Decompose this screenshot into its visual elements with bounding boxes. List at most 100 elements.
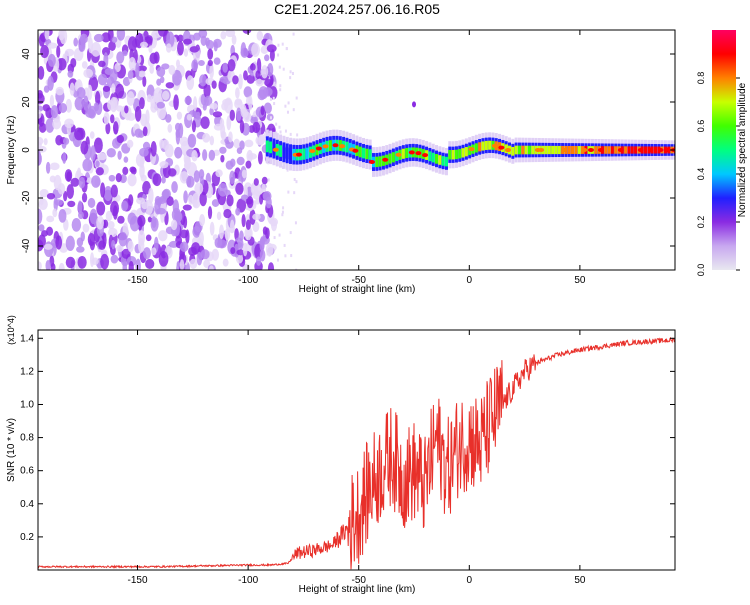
heatmap-cell bbox=[577, 146, 581, 154]
heatmap-cell bbox=[112, 121, 119, 135]
heatmap-cell bbox=[245, 96, 252, 105]
heatmap-cell bbox=[378, 156, 382, 167]
heatmap-cell bbox=[279, 145, 283, 157]
heatmap-cell bbox=[265, 140, 269, 153]
heatmap-cell bbox=[664, 148, 671, 152]
heatmap-cell bbox=[43, 138, 48, 146]
heatmap-cell bbox=[521, 145, 525, 155]
heatmap-cell bbox=[213, 57, 221, 65]
heatmap-cell bbox=[305, 147, 309, 159]
heatmap-cell bbox=[153, 87, 163, 103]
heatmap-cell bbox=[174, 146, 183, 159]
heatmap-cell bbox=[219, 224, 225, 240]
heatmap-cell bbox=[267, 63, 274, 77]
heatmap-cell bbox=[228, 131, 233, 143]
heatmap-cell bbox=[186, 175, 195, 188]
heatmap-cell bbox=[209, 265, 214, 270]
heatmap-cell bbox=[74, 96, 84, 111]
heatmap-cell bbox=[252, 121, 261, 134]
heatmap-cell bbox=[122, 260, 128, 270]
heatmap-cell bbox=[122, 166, 129, 176]
heatmap-cell bbox=[167, 123, 173, 133]
heatmap-cell bbox=[484, 140, 488, 150]
heatmap-cell bbox=[67, 70, 73, 78]
chart-title: C2E1.2024.257.06.16.R05 bbox=[274, 1, 440, 17]
heatmap-cell bbox=[145, 258, 155, 269]
heatmap-cell bbox=[151, 247, 157, 256]
heatmap-cell bbox=[52, 208, 58, 218]
heatmap-cell bbox=[193, 32, 201, 41]
heatmap-cell bbox=[126, 139, 134, 148]
heatmap-cell bbox=[284, 254, 287, 258]
heatmap-cell bbox=[258, 134, 266, 145]
heatmap-cell bbox=[222, 98, 232, 106]
heatmap-cell bbox=[431, 152, 435, 163]
heatmap-cell bbox=[230, 247, 236, 254]
heatmap-cell bbox=[114, 62, 121, 73]
heatmap-cell bbox=[165, 43, 172, 53]
heatmap-y-tick-label: 20 bbox=[21, 96, 32, 108]
heatmap-cell bbox=[87, 84, 93, 101]
heatmap-cell bbox=[183, 190, 188, 204]
heatmap-cell bbox=[236, 249, 245, 256]
heatmap-cell bbox=[108, 227, 118, 238]
heatmap-cell bbox=[444, 156, 448, 167]
heatmap-cell bbox=[604, 146, 608, 154]
heatmap-cell bbox=[544, 145, 548, 155]
heatmap-cell bbox=[173, 94, 179, 111]
heatmap-cell bbox=[80, 231, 85, 242]
heatmap-cell bbox=[624, 146, 628, 154]
heatmap-cell bbox=[106, 147, 116, 158]
heatmap-cell bbox=[167, 168, 177, 177]
heatmap-cell bbox=[83, 95, 89, 111]
heatmap-cell bbox=[574, 146, 578, 154]
heatmap-cell bbox=[47, 42, 58, 49]
heatmap-cell bbox=[653, 146, 657, 154]
heatmap-cell bbox=[551, 145, 555, 155]
heatmap-cell bbox=[481, 141, 485, 151]
heatmap-y-tick-label: 40 bbox=[21, 48, 32, 60]
heatmap-cell bbox=[116, 244, 124, 253]
heatmap-cell bbox=[207, 206, 213, 220]
heatmap-cell bbox=[229, 109, 236, 121]
heatmap-cell bbox=[38, 224, 45, 232]
heatmap-cell bbox=[235, 182, 244, 195]
heatmap-cell bbox=[283, 243, 286, 247]
heatmap-cell bbox=[441, 156, 445, 166]
heatmap-cell bbox=[255, 198, 261, 205]
heatmap-cell bbox=[149, 52, 158, 64]
snr-y-tick-label: 0.6 bbox=[20, 466, 34, 477]
heatmap-cell bbox=[139, 147, 149, 157]
heatmap-cell bbox=[191, 242, 201, 255]
heatmap-cell bbox=[203, 259, 211, 269]
heatmap-cell bbox=[211, 248, 220, 261]
heatmap-cell bbox=[45, 161, 51, 174]
heatmap-cell bbox=[145, 234, 152, 242]
heatmap-cell bbox=[282, 146, 286, 159]
heatmap-cell bbox=[137, 65, 147, 72]
heatmap-cell bbox=[289, 70, 292, 74]
heatmap-cell bbox=[121, 200, 129, 212]
heatmap-cell bbox=[105, 210, 113, 222]
heatmap-cell bbox=[278, 233, 281, 237]
heatmap-cell bbox=[281, 42, 284, 46]
heatmap-cell bbox=[134, 128, 143, 138]
heatmap-cell bbox=[264, 79, 274, 87]
heatmap-cell bbox=[102, 85, 111, 92]
heatmap-cell bbox=[243, 86, 253, 98]
heatmap-cell bbox=[191, 59, 199, 72]
heatmap-cell bbox=[388, 153, 392, 164]
heatmap-cell bbox=[50, 263, 56, 270]
heatmap-cell bbox=[261, 65, 269, 79]
heatmap-cell bbox=[634, 146, 638, 154]
heatmap-cell bbox=[269, 97, 272, 101]
heatmap-cell bbox=[117, 215, 125, 224]
heatmap-cell bbox=[287, 101, 290, 105]
snr-y-tick-label: 1.2 bbox=[20, 366, 34, 377]
heatmap-cell bbox=[71, 218, 82, 232]
heatmap-cell bbox=[47, 75, 54, 91]
heatmap-cell bbox=[81, 192, 88, 203]
heatmap-cell bbox=[251, 42, 261, 58]
